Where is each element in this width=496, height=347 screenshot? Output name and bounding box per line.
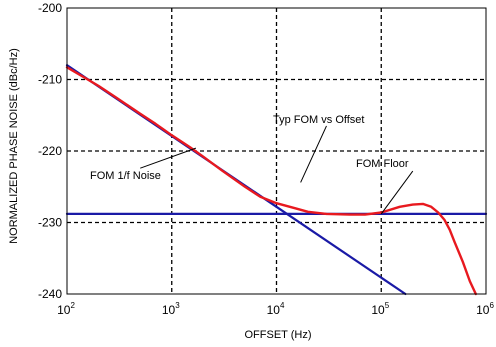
x-tick-label: 105 <box>371 301 389 317</box>
annotation-pointer <box>140 147 197 169</box>
x-axis-title: OFFSET (Hz) <box>244 329 311 341</box>
y-tick-label: -200 <box>38 1 62 15</box>
x-tick-label: 104 <box>267 301 285 317</box>
x-tick-label: 103 <box>162 301 180 317</box>
x-tick-label: 102 <box>57 301 75 317</box>
plot-frame <box>66 7 487 295</box>
y-tick-label: -210 <box>38 73 62 87</box>
annotation-pointers <box>140 125 414 215</box>
y-axis-title: NORMALIZED PHASE NOISE (dBc/Hz) <box>8 48 20 244</box>
annotation-fom-1f-noise: FOM 1/f Noise <box>90 170 161 182</box>
series-line-typ-fom <box>65 66 477 296</box>
y-tick-label: -220 <box>38 144 62 158</box>
grid-lines <box>67 8 486 294</box>
y-tick-label: -240 <box>38 287 62 301</box>
annotation-fom-floor: FOM Floor <box>356 158 409 170</box>
series-lines <box>65 64 488 296</box>
annotation-pointer <box>300 125 327 183</box>
y-tick-label: -230 <box>38 216 62 230</box>
annotation-typ-fom-vs-offset: Typ FOM vs Offset <box>273 114 364 126</box>
annotation-pointer <box>380 170 414 215</box>
x-tick-label: 106 <box>476 301 494 317</box>
